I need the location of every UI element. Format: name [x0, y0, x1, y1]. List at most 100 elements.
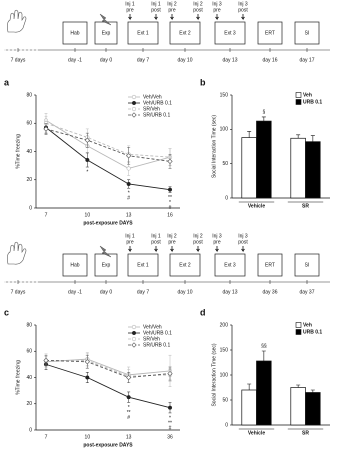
injection-label: pre — [168, 239, 175, 245]
error-bar — [261, 116, 266, 122]
day-label: day -1 — [68, 57, 82, 63]
day-label: day 37 — [299, 289, 314, 295]
timeline-box — [169, 21, 201, 45]
x-tick-label: 13 — [126, 212, 132, 218]
data-point — [126, 181, 131, 187]
x-axis-label: post-exposure DAYS — [83, 442, 133, 448]
x-tick-label: 10 — [85, 434, 91, 440]
timeline-box — [62, 21, 88, 45]
data-point — [85, 375, 90, 380]
y-axis-label: Social Interaction Time (sec) — [211, 115, 217, 178]
injection-label: Inj 2 — [193, 1, 203, 7]
bar — [290, 137, 306, 199]
significance-mark: * — [128, 191, 130, 197]
legend-marker — [131, 324, 137, 330]
legend-label: Veh/URB 0.1 — [143, 100, 172, 106]
y-tick-label: 20 — [26, 177, 32, 183]
significance-mark: ** — [168, 195, 172, 201]
injection-label: Inj 2 — [167, 1, 177, 7]
injection-arrow — [241, 14, 245, 21]
x-tick-label: Vehicle — [248, 203, 265, 209]
significance-mark: ** — [168, 420, 172, 426]
significance-mark: * — [128, 405, 130, 411]
day-label: 7 days — [11, 289, 26, 295]
bar — [241, 389, 257, 426]
injection-arrow — [128, 14, 132, 21]
y-tick-label: 40 — [26, 149, 32, 155]
legend-label: SR/Veh — [143, 336, 160, 342]
series-line — [45, 363, 171, 409]
injection-label: Inj 2 — [193, 233, 203, 239]
box-label: Ext 3 — [224, 30, 236, 36]
y-tick-label: 100 — [220, 372, 229, 378]
injection-label: Inj 3 — [238, 233, 248, 239]
box-label: Ext 2 — [179, 30, 191, 36]
y-axis-label: %Time freezing — [15, 134, 21, 169]
legend-swatch — [295, 92, 302, 98]
significance-mark: §§ — [261, 343, 267, 349]
y-tick-label: 0 — [225, 195, 228, 201]
error-bar — [247, 131, 252, 138]
day-label: day 13 — [222, 289, 237, 295]
x-tick-label: SR — [302, 203, 309, 209]
data-point — [167, 405, 173, 410]
error-bar — [296, 134, 301, 139]
lightning — [99, 13, 112, 26]
y-tick-label: 200 — [220, 322, 229, 328]
error-bar — [310, 389, 315, 393]
data-point — [126, 153, 132, 159]
y-tick-label: 0 — [225, 422, 228, 428]
injection-label: post — [193, 7, 203, 13]
x-tick-label: 7 — [45, 434, 48, 440]
injection-label: Inj 3 — [212, 1, 222, 7]
legend-label: SR/URB 0.1 — [143, 112, 170, 118]
legend-marker — [131, 330, 137, 336]
x-tick-label: SR — [302, 430, 309, 436]
injection-arrow — [170, 246, 174, 253]
x-axis-label: post-exposure DAYS — [83, 220, 133, 226]
legend-swatch — [295, 99, 302, 105]
timeline-box — [214, 21, 246, 45]
legend-marker — [131, 94, 137, 100]
error-bar — [261, 350, 266, 361]
legend-label: Veh — [303, 322, 312, 328]
legend-swatch — [295, 322, 302, 328]
injection-label: pre — [126, 239, 133, 245]
injection-label: Inj 3 — [212, 233, 222, 239]
y-tick-label: 100 — [220, 127, 229, 133]
day-label: day 7 — [137, 57, 149, 63]
injection-label: pre — [213, 239, 220, 245]
box-label: ERT — [265, 30, 275, 36]
legend-marker — [131, 106, 137, 112]
y-tick-label: 0 — [29, 205, 32, 211]
day-label: day 0 — [100, 57, 112, 63]
day-label: day 10 — [177, 289, 192, 295]
legend-label: Veh — [303, 92, 312, 98]
significance-mark: * — [169, 415, 171, 421]
injection-arrow — [215, 14, 219, 21]
box-label: Ext 3 — [224, 262, 236, 268]
injection-label: post — [193, 239, 203, 245]
legend-label: Veh/Veh — [143, 324, 162, 330]
x-tick-label: 13 — [126, 434, 132, 440]
day-label: day 10 — [177, 57, 192, 63]
legend-label: Veh/URB 0.1 — [143, 330, 172, 336]
timeline-box — [127, 253, 159, 277]
hand-icon — [7, 241, 27, 265]
timeline-box — [294, 21, 320, 45]
x-tick-label: 10 — [85, 212, 91, 218]
data-point — [167, 370, 173, 377]
x-tick-label: 16 — [167, 212, 173, 218]
y-tick-label: 60 — [26, 349, 32, 355]
y-tick-label: 80 — [26, 92, 32, 98]
data-point — [126, 374, 132, 381]
series-line — [46, 359, 171, 377]
box-label: Ext 2 — [179, 262, 191, 268]
data-point — [167, 187, 173, 192]
series-line — [45, 128, 171, 162]
series-line — [45, 127, 171, 191]
timeline-box — [257, 21, 283, 45]
data-point — [84, 359, 90, 365]
box-label: Hab — [70, 30, 79, 36]
